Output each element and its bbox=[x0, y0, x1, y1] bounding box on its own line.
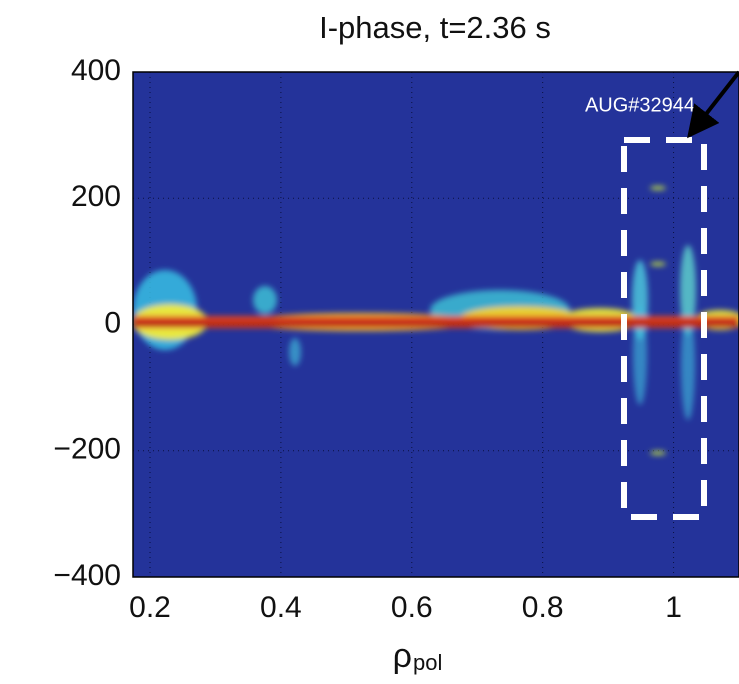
chart-title: I-phase, t=2.36 s bbox=[319, 10, 551, 45]
annotation: AUG#32944 bbox=[585, 94, 695, 116]
y-tick-label: −200 bbox=[53, 433, 121, 466]
y-tick-label: 200 bbox=[71, 180, 121, 213]
x-tick-label: 0.8 bbox=[522, 591, 564, 624]
y-tick-label: 400 bbox=[71, 54, 121, 87]
x-axis-label: ρ bbox=[393, 637, 412, 675]
x-tick-label: 1 bbox=[665, 591, 682, 624]
x-axis-label-subscript: pol bbox=[413, 650, 442, 675]
highlight-box bbox=[621, 137, 707, 520]
axes-frame bbox=[132, 71, 739, 578]
x-tick-label: 0.2 bbox=[129, 591, 171, 624]
x-tick-label: 0.6 bbox=[391, 591, 433, 624]
y-tick-label: 0 bbox=[104, 306, 121, 339]
spectrogram-texture bbox=[133, 186, 739, 455]
y-tick-label: −400 bbox=[53, 559, 121, 592]
x-tick-label: 0.4 bbox=[260, 591, 302, 624]
annotation-arrow bbox=[687, 70, 739, 139]
